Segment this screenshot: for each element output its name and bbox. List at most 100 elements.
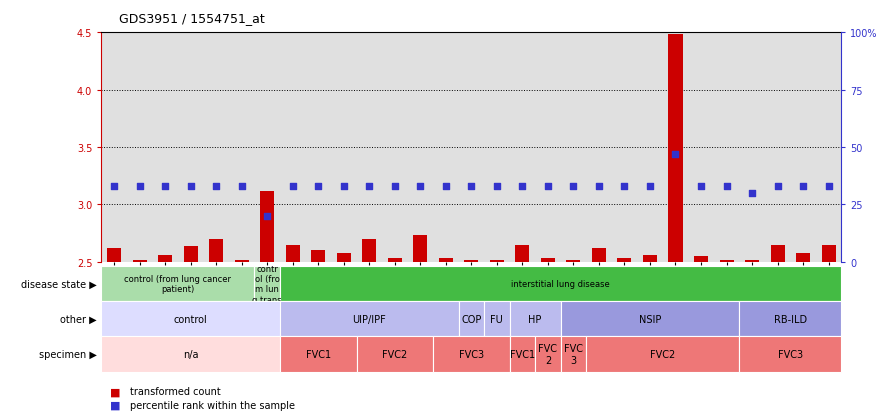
Bar	[490, 260, 504, 262]
Bar	[771, 245, 785, 262]
Point	[337, 183, 351, 190]
Bar	[280, 266, 841, 301]
Bar	[464, 260, 478, 262]
Bar	[535, 337, 560, 372]
Point	[285, 183, 300, 190]
Text: transformed count: transformed count	[130, 387, 220, 396]
Text: FVC3: FVC3	[778, 349, 803, 359]
Text: FVC2: FVC2	[650, 349, 676, 359]
Bar	[362, 239, 376, 262]
Bar	[337, 253, 351, 262]
Point	[362, 183, 376, 190]
Text: percentile rank within the sample: percentile rank within the sample	[130, 400, 294, 410]
Text: FU: FU	[491, 314, 503, 324]
Bar	[260, 191, 274, 262]
Point	[158, 183, 172, 190]
Text: control (from lung cancer
patient): control (from lung cancer patient)	[124, 274, 232, 294]
Bar	[158, 255, 172, 262]
Point	[694, 183, 708, 190]
Bar	[739, 337, 841, 372]
Text: contr
ol (fro
m lun
g trans: contr ol (fro m lun g trans	[252, 264, 282, 304]
Point	[464, 183, 478, 190]
Point	[720, 183, 734, 190]
Bar	[669, 36, 683, 262]
Bar	[209, 239, 223, 262]
Text: ■: ■	[110, 387, 121, 396]
Bar	[560, 337, 586, 372]
Point	[234, 183, 248, 190]
Bar	[234, 260, 248, 262]
Bar	[796, 253, 811, 262]
Point	[107, 183, 121, 190]
Bar	[280, 301, 459, 337]
Bar	[822, 245, 835, 262]
Text: NSIP: NSIP	[639, 314, 661, 324]
Text: specimen ▶: specimen ▶	[39, 349, 97, 359]
Bar	[566, 260, 581, 262]
Text: COP: COP	[461, 314, 482, 324]
Point	[311, 183, 325, 190]
Text: other ▶: other ▶	[60, 314, 97, 324]
Bar	[618, 259, 632, 262]
Point	[490, 183, 504, 190]
Bar	[592, 249, 606, 262]
Point	[643, 183, 657, 190]
Text: FVC2: FVC2	[382, 349, 407, 359]
Bar	[280, 337, 357, 372]
Bar	[107, 249, 121, 262]
Text: FVC
3: FVC 3	[564, 343, 583, 365]
Bar	[183, 246, 197, 262]
Bar	[643, 255, 657, 262]
Bar	[357, 337, 433, 372]
Bar	[541, 259, 555, 262]
Point	[388, 183, 402, 190]
Bar	[745, 260, 759, 262]
Point	[796, 183, 811, 190]
Text: n/a: n/a	[183, 349, 198, 359]
Point	[413, 183, 427, 190]
Text: control: control	[174, 314, 208, 324]
Bar	[101, 266, 255, 301]
Point	[515, 183, 529, 190]
Bar	[285, 245, 300, 262]
Text: RB-ILD: RB-ILD	[774, 314, 807, 324]
Bar	[439, 259, 453, 262]
Point	[771, 183, 785, 190]
Bar	[509, 301, 560, 337]
Bar	[101, 301, 280, 337]
Bar	[720, 260, 734, 262]
Point	[260, 213, 274, 220]
Bar	[509, 337, 535, 372]
Bar	[515, 245, 529, 262]
Point	[439, 183, 453, 190]
Text: FVC
2: FVC 2	[538, 343, 558, 365]
Bar	[586, 337, 739, 372]
Bar	[484, 301, 509, 337]
Text: FVC3: FVC3	[459, 349, 484, 359]
Text: FVC1: FVC1	[306, 349, 330, 359]
Text: FVC1: FVC1	[510, 349, 535, 359]
Bar	[560, 301, 739, 337]
Bar	[101, 337, 280, 372]
Bar	[255, 266, 280, 301]
Point	[822, 183, 836, 190]
Point	[592, 183, 606, 190]
Bar	[739, 301, 841, 337]
Text: UIP/IPF: UIP/IPF	[352, 314, 386, 324]
Point	[183, 183, 197, 190]
Bar	[694, 256, 708, 262]
Text: HP: HP	[529, 314, 542, 324]
Text: disease state ▶: disease state ▶	[21, 279, 97, 289]
Bar	[459, 301, 484, 337]
Bar	[388, 259, 402, 262]
Point	[669, 151, 683, 158]
Text: ■: ■	[110, 400, 121, 410]
Point	[745, 190, 759, 197]
Point	[209, 183, 223, 190]
Bar	[433, 337, 509, 372]
Bar	[311, 251, 325, 262]
Bar	[413, 236, 427, 262]
Point	[541, 183, 555, 190]
Point	[132, 183, 146, 190]
Text: interstitial lung disease: interstitial lung disease	[511, 280, 610, 288]
